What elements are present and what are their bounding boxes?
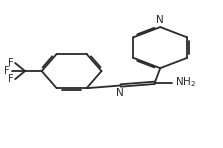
Text: N: N bbox=[116, 88, 123, 98]
Text: NH$_2$: NH$_2$ bbox=[175, 75, 196, 89]
Text: F: F bbox=[8, 74, 13, 84]
Text: F: F bbox=[4, 66, 10, 76]
Text: N: N bbox=[156, 15, 164, 25]
Text: F: F bbox=[8, 58, 13, 68]
